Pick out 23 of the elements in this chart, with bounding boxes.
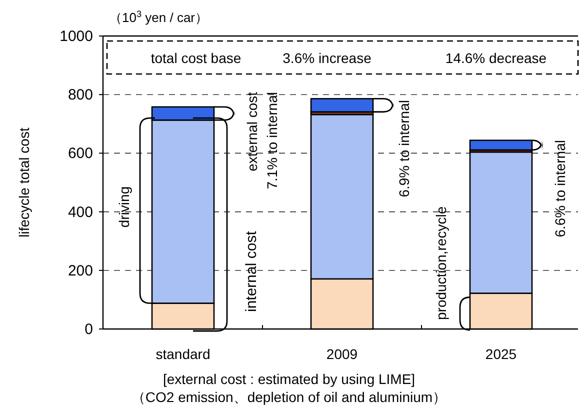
x-tick-label: standard <box>156 346 210 362</box>
annotation: internal cost <box>243 230 260 312</box>
text: （CO2 emission、depletion of oil and aluminium） <box>131 389 447 405</box>
y-tick-label: 0 <box>84 321 93 338</box>
y-tick-label: 1000 <box>60 28 93 45</box>
x-axis-title: [external cost : estimated by using LIME] <box>162 371 416 387</box>
annotation: 6.9% to internal <box>396 100 412 198</box>
annotation: total cost base <box>150 50 242 66</box>
annotation: 3.6% increase <box>282 50 372 66</box>
annotation: external cost <box>244 92 260 172</box>
y-tick-label: 600 <box>68 145 93 162</box>
y-tick-label: 200 <box>68 262 93 280</box>
x-tick-label: 2009 <box>326 346 358 362</box>
x-tick-label: 2025 <box>485 346 517 362</box>
annotation: 14.6% decrease <box>445 50 547 66</box>
y-tick-label: 800 <box>68 86 93 104</box>
y-axis-title: lifecycle total cost <box>16 128 32 238</box>
annotation: production,recycle <box>433 206 449 320</box>
y-tick-label: 400 <box>68 204 93 221</box>
text: （10$^{3}$ yen / car） <box>109 9 208 25</box>
annotation: 7.1% to internal <box>264 92 280 190</box>
annotation: 6.6% to internal <box>552 140 568 238</box>
annotation: driving <box>116 186 132 228</box>
